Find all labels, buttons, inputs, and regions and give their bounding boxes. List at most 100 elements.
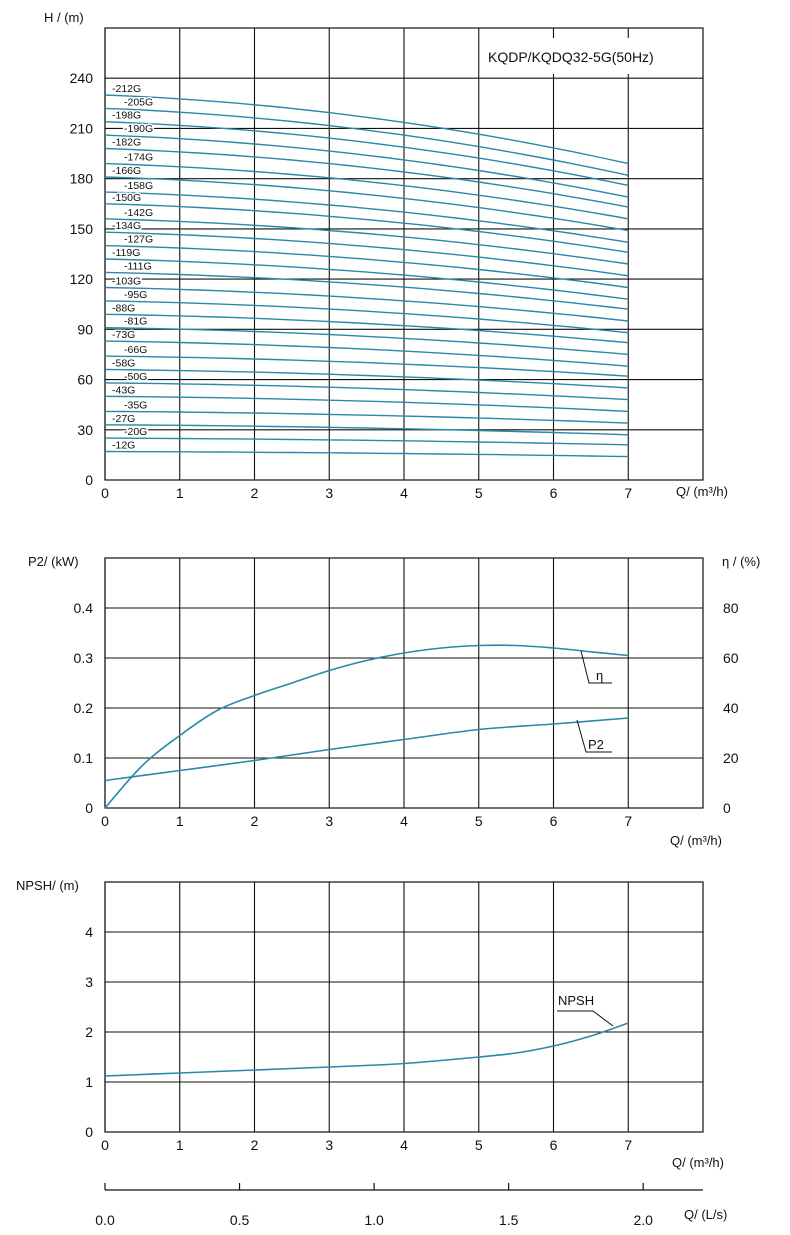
curve-label: -142G: [124, 207, 153, 219]
npsh-curves: [104, 1022, 629, 1077]
y-tick-label: 1: [85, 1074, 93, 1090]
y-tick-label: 0.2: [74, 700, 94, 716]
curve-label: -103G: [112, 275, 141, 287]
head-curve: [104, 286, 629, 322]
power-efficiency-chart: 0 0.1 0.2 0.3 0.4 0 20 40 60 80 0 1 2 3 4 5 6 7 P2/ (kW…: [28, 554, 760, 848]
head-curve: [104, 94, 629, 165]
p2-leader-line: [576, 719, 612, 753]
x-tick-label: 0: [101, 485, 109, 501]
power-curves: [104, 644, 629, 809]
x-tick-label: 7: [624, 1137, 632, 1153]
curve-label: -150G: [112, 192, 141, 204]
ls-tick-label: 0.5: [230, 1212, 250, 1228]
x-tick-label: 1: [176, 813, 184, 829]
curve-label: -198G: [112, 110, 141, 122]
y-tick-label: 3: [85, 974, 93, 990]
head-curve: [104, 258, 629, 300]
x-tick-label: 7: [624, 485, 632, 501]
y-tick-label: 240: [70, 70, 94, 86]
curve-label: -81G: [124, 316, 147, 328]
power-y-ticks: 0 0.1 0.2 0.3 0.4: [74, 600, 94, 816]
x-tick-label: 0: [101, 813, 109, 829]
head-x-axis-label: Q/ (m³/h): [676, 484, 728, 499]
head-curve: [104, 218, 629, 265]
efficiency-y-axis-label: η / (%): [722, 554, 760, 569]
head-curve: [104, 176, 629, 232]
head-curve: [104, 424, 629, 436]
curve-label: -190G: [124, 123, 153, 135]
y-tick-label: 120: [70, 271, 94, 287]
power-x-axis-label: Q/ (m³/h): [670, 833, 722, 848]
y-tick-label: 0: [85, 800, 93, 816]
head-curve: [104, 410, 629, 424]
head-curve: [104, 437, 629, 446]
y2-tick-label: 40: [723, 700, 739, 716]
head-curve: [104, 327, 629, 356]
npsh-grid: [104, 882, 703, 1133]
y-tick-label: 60: [77, 372, 93, 388]
power-grid: [104, 558, 703, 809]
eta-leader-line: [580, 650, 612, 684]
y-tick-label: 0.4: [74, 600, 94, 616]
head-chart-title: KQDP/KQDQ32-5G(50Hz): [488, 49, 654, 65]
npsh-x-axis-label: Q/ (m³/h): [672, 1155, 724, 1170]
npsh-curve: [104, 1022, 629, 1077]
curve-label: -111G: [124, 260, 152, 272]
head-curve: [104, 340, 629, 367]
x-tick-label: 1: [176, 1137, 184, 1153]
head-curve: [104, 313, 629, 344]
ls-x-ticks: 0.0 0.5 1.0 1.5 2.0: [95, 1183, 653, 1228]
head-curve: [104, 450, 629, 458]
y-tick-label: 4: [85, 924, 93, 940]
y-tick-label: 180: [70, 171, 94, 187]
efficiency-y-ticks: 0 20 40 60 80: [723, 600, 739, 816]
head-x-ticks: 0 1 2 3 4 5 6 7: [101, 485, 632, 501]
x-tick-label: 4: [400, 485, 408, 501]
ls-x-axis-label: Q/ (L/s): [684, 1207, 727, 1222]
head-y-ticks: 0 30 60 90 120 150 180 210 240: [70, 70, 94, 488]
y2-tick-label: 20: [723, 750, 739, 766]
power-y-axis-label: P2/ (kW): [28, 554, 79, 569]
head-curve: [104, 147, 629, 208]
head-plot-frame: [104, 27, 704, 481]
x-tick-label: 5: [475, 485, 483, 501]
curve-label: -166G: [112, 165, 141, 177]
y-tick-label: 0: [85, 472, 93, 488]
x-tick-label: 7: [624, 813, 632, 829]
head-curve-labels: -212G-205G -198G-190G -182G -174G-166G -158G…: [111, 81, 155, 453]
head-curve: [104, 300, 629, 334]
curve-label: -119G: [112, 247, 140, 259]
y-tick-label: 0.1: [74, 750, 94, 766]
x-tick-label: 1: [176, 485, 184, 501]
x-tick-label: 6: [550, 485, 558, 501]
y-tick-label: 210: [70, 120, 94, 136]
head-curves: [104, 94, 629, 458]
y-tick-label: 2: [85, 1024, 93, 1040]
x-tick-label: 5: [475, 813, 483, 829]
x-tick-label: 3: [325, 485, 333, 501]
curve-label: -35G: [124, 399, 147, 411]
x-tick-label: 3: [325, 813, 333, 829]
p2-series-label: P2: [588, 737, 604, 752]
x-tick-label: 6: [550, 1137, 558, 1153]
head-title-box: [482, 38, 692, 74]
head-curve: [104, 368, 629, 389]
head-curve: [104, 121, 629, 187]
curve-label: -73G: [112, 329, 135, 341]
x-tick-label: 3: [325, 1137, 333, 1153]
x-tick-label: 4: [400, 813, 408, 829]
head-curve: [104, 191, 629, 243]
y-tick-label: 150: [70, 221, 94, 237]
y2-tick-label: 80: [723, 600, 739, 616]
y2-tick-label: 60: [723, 650, 739, 666]
head-curve: [104, 271, 629, 310]
power-x-ticks: 0 1 2 3 4 5 6 7: [101, 813, 632, 829]
curve-label: -88G: [112, 302, 135, 314]
efficiency-curve: [104, 644, 629, 809]
npsh-leader-line: [557, 1010, 614, 1027]
x-tick-label: 2: [251, 1137, 259, 1153]
head-curve: [104, 162, 629, 220]
npsh-y-ticks: 0 1 2 3 4: [85, 924, 93, 1140]
npsh-series-label: NPSH: [558, 993, 594, 1008]
x-tick-label: 2: [251, 813, 259, 829]
